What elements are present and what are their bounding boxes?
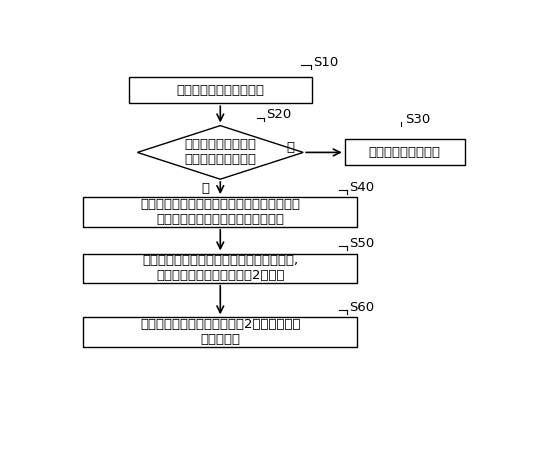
FancyBboxPatch shape: [83, 254, 357, 283]
Text: 检测移动终端的表面温度: 检测移动终端的表面温度: [177, 84, 264, 97]
Text: 对该应用列表中各应用的运行时间进行排序,
并获取运行时间最长的至少2个应用: 对该应用列表中各应用的运行时间进行排序, 并获取运行时间最长的至少2个应用: [142, 254, 299, 282]
Text: S20: S20: [266, 108, 291, 121]
Text: 维持移动终端原状态: 维持移动终端原状态: [369, 146, 441, 159]
Text: 根据预设内存阈值控制该至少2个应用中应用
的关闭与否: 根据预设内存阈值控制该至少2个应用中应用 的关闭与否: [140, 318, 301, 346]
Text: S30: S30: [405, 113, 430, 126]
Text: S10: S10: [314, 56, 339, 69]
Text: 否: 否: [286, 141, 294, 154]
FancyBboxPatch shape: [129, 77, 311, 103]
FancyBboxPatch shape: [83, 317, 357, 347]
Text: 是: 是: [202, 181, 210, 194]
Text: S60: S60: [349, 300, 374, 313]
Text: 判断该表面温度是否
大于预设温度阈值时: 判断该表面温度是否 大于预设温度阈值时: [184, 138, 256, 167]
Text: S40: S40: [349, 180, 374, 194]
Text: S50: S50: [349, 237, 374, 250]
Polygon shape: [137, 126, 303, 179]
FancyBboxPatch shape: [345, 140, 465, 165]
Text: 获取移动终端后台的应用列表以及该应用列表
中各应用分别占用的内存和运行时间: 获取移动终端后台的应用列表以及该应用列表 中各应用分别占用的内存和运行时间: [140, 198, 300, 226]
FancyBboxPatch shape: [83, 197, 357, 227]
